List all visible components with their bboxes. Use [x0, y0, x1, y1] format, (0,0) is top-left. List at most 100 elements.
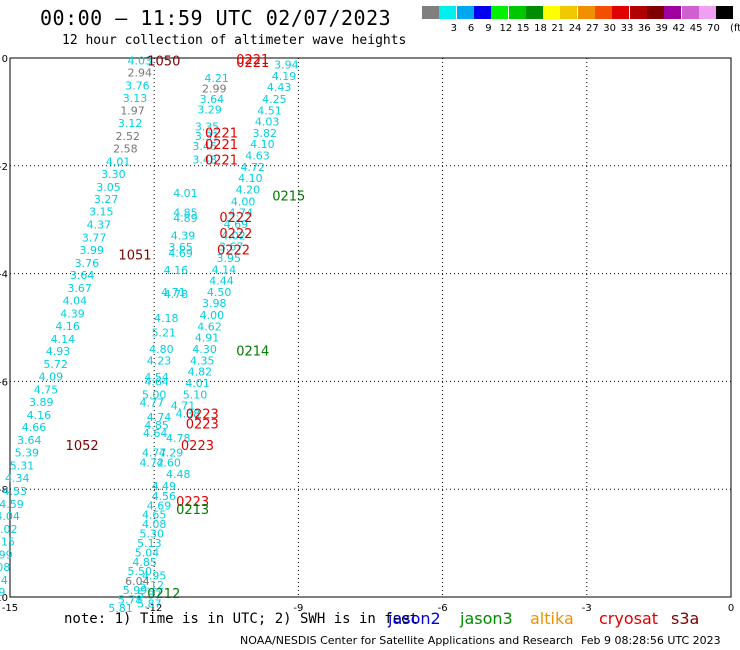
legend-swatch [439, 6, 457, 19]
wave-height-value: 3.76 [75, 257, 100, 270]
wave-height-value: 4.44 [209, 275, 234, 288]
credit-timestamp: Feb 9 08:28:56 UTC 2023 [581, 634, 721, 647]
wave-height-value: 5.29 [0, 586, 5, 599]
wave-height-value: 4.37 [87, 219, 112, 232]
wave-height-value: 5.04 [135, 546, 160, 559]
wave-height-value: 4.14 [212, 263, 237, 276]
wave-height-value: 3.29 [197, 104, 222, 117]
wave-height-value: 4.48 [166, 468, 191, 481]
wave-height-value: 4.43 [267, 81, 292, 94]
wave-height-value: 5.39 [15, 447, 40, 460]
wave-height-value: 4.69 [224, 218, 249, 231]
wave-height-value: 4.03 [255, 116, 280, 129]
legend-swatch [629, 6, 647, 19]
pass-time-label: 0213 [176, 503, 209, 518]
wave-height-value: 3.48 [192, 153, 217, 166]
wave-height-value: 4.20 [236, 184, 261, 197]
wave-height-value: 4.16 [164, 264, 189, 277]
wave-height-value: 3.31 [195, 130, 220, 143]
y-tick-label: 0 [2, 54, 8, 65]
legend-swatch [664, 6, 682, 19]
credit-text: NOAA/NESDIS Center for Satellite Applica… [240, 634, 574, 647]
wave-height-value: 3.64 [17, 434, 42, 447]
legend-bin-label: 18 [534, 23, 547, 34]
wave-height-value: 4.72 [140, 456, 165, 469]
wave-height-value: 4.89 [173, 212, 198, 225]
legend-swatch [577, 6, 595, 19]
wave-height-value: 3.35 [195, 120, 220, 133]
pass-time-label: 0223 [186, 408, 219, 423]
satellite-jason2: jason2 [388, 609, 441, 628]
satellite-altika: altika [530, 609, 574, 628]
pass-time-label: 0212 [147, 587, 180, 602]
wave-height-value: 1.97 [120, 104, 145, 117]
wave-height-value: 4.64 [143, 427, 168, 440]
pass-time-label: 0223 [181, 439, 214, 454]
wave-height-value: 6.02 [0, 523, 17, 536]
wave-height-value: 4.62 [197, 320, 222, 333]
wave-height-value: 4.09 [39, 371, 64, 384]
legend-swatch [508, 6, 526, 19]
wave-height-value: 3.95 [216, 252, 241, 265]
wave-height-value: 4.85 [144, 419, 169, 432]
legend-swatch [422, 6, 439, 19]
legend-bin-label: 39 [655, 23, 668, 34]
wave-height-value: 4.78 [166, 432, 191, 445]
wave-height-value: 5.87 [137, 597, 162, 610]
wave-height-value: 5.50 [128, 565, 153, 578]
wave-height-value: 4.60 [156, 456, 181, 469]
legend-bin-label: 42 [672, 23, 686, 34]
x-tick-label: -6 [438, 603, 448, 614]
wave-height-value: 3.30 [101, 168, 126, 181]
wave-height-value: 4.38 [176, 408, 201, 421]
wave-height-value: 3.89 [29, 396, 54, 409]
y-tick-label: -4 [0, 270, 8, 281]
wave-height-value: 4.72 [240, 161, 265, 174]
wave-height-value: 3.13 [123, 92, 148, 105]
wave-height-value: 4.71 [171, 400, 196, 413]
wave-height-value: 6.04 [125, 575, 150, 588]
wave-height-value: 4.21 [204, 72, 229, 85]
legend-swatch [525, 6, 543, 19]
legend-swatch [560, 6, 578, 19]
wave-height-value: 4.03 [128, 55, 153, 68]
wave-height-value: 5.37 [137, 588, 162, 601]
legend-bin-label: 3 [450, 23, 457, 34]
wave-height-value: 3.76 [125, 79, 150, 92]
x-tick-label: -12 [146, 603, 162, 614]
legend-swatch [612, 6, 630, 19]
wave-height-value: 4.01 [106, 155, 131, 168]
wave-height-value: 5.13 [137, 537, 162, 550]
wave-height-value: 4.39 [171, 229, 196, 242]
wave-height-value: 4.69 [147, 499, 172, 512]
footer-note: note: 1) Time is in UTC; 2) SWH is in fe… [64, 611, 419, 627]
wave-height-value: 3.15 [89, 206, 114, 219]
pass-time-label: 0222 [219, 211, 252, 226]
wave-height-value: 4.71 [161, 286, 186, 299]
wave-height-value: 2.58 [113, 143, 138, 156]
wave-height-value: 3.46 [192, 140, 217, 153]
wave-height-value: 4.75 [34, 383, 59, 396]
pass-time-label: 0221 [205, 153, 238, 168]
legend-bin-label: 30 [603, 23, 617, 34]
wave-height-value: 2.52 [116, 130, 141, 143]
wave-height-value: 4.85 [132, 556, 157, 569]
satellite-jason3: jason3 [460, 609, 513, 628]
legend-bin-label: 21 [551, 23, 565, 34]
wave-height-value: 4.00 [231, 195, 256, 208]
wave-height-value: 4.50 [207, 286, 232, 299]
wave-height-value: 3.65 [168, 241, 193, 254]
wave-height-value: 5.72 [43, 358, 68, 371]
wave-height-value: 4.59 [0, 498, 24, 511]
wave-height-value: 4.18 [154, 312, 179, 325]
wave-height-value: 4.01 [185, 377, 210, 390]
wave-height-value: 4.19 [272, 70, 297, 83]
wave-height-value: 3.98 [202, 297, 227, 310]
wave-height-value: 4.08 [142, 518, 167, 531]
pass-time-label: 1051 [118, 249, 151, 264]
legend-bin-label: 12 [499, 23, 513, 34]
wave-height-value: 4.04 [63, 295, 88, 308]
legend-swatch [595, 6, 612, 19]
wave-height-value: 4.01 [173, 187, 198, 200]
